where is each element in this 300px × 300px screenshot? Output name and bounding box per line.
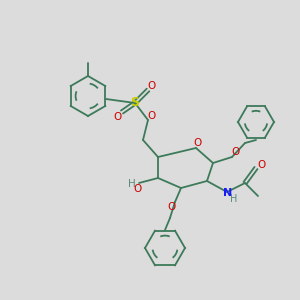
Text: O: O bbox=[167, 202, 175, 212]
Text: S: S bbox=[130, 97, 140, 110]
Text: O: O bbox=[113, 112, 121, 122]
Text: O: O bbox=[231, 147, 239, 157]
Text: H: H bbox=[128, 179, 136, 189]
Text: O: O bbox=[148, 81, 156, 91]
Text: H: H bbox=[230, 194, 238, 204]
Text: O: O bbox=[134, 184, 142, 194]
Text: O: O bbox=[147, 111, 155, 121]
Text: O: O bbox=[257, 160, 265, 170]
Text: O: O bbox=[194, 138, 202, 148]
Text: N: N bbox=[224, 188, 232, 198]
